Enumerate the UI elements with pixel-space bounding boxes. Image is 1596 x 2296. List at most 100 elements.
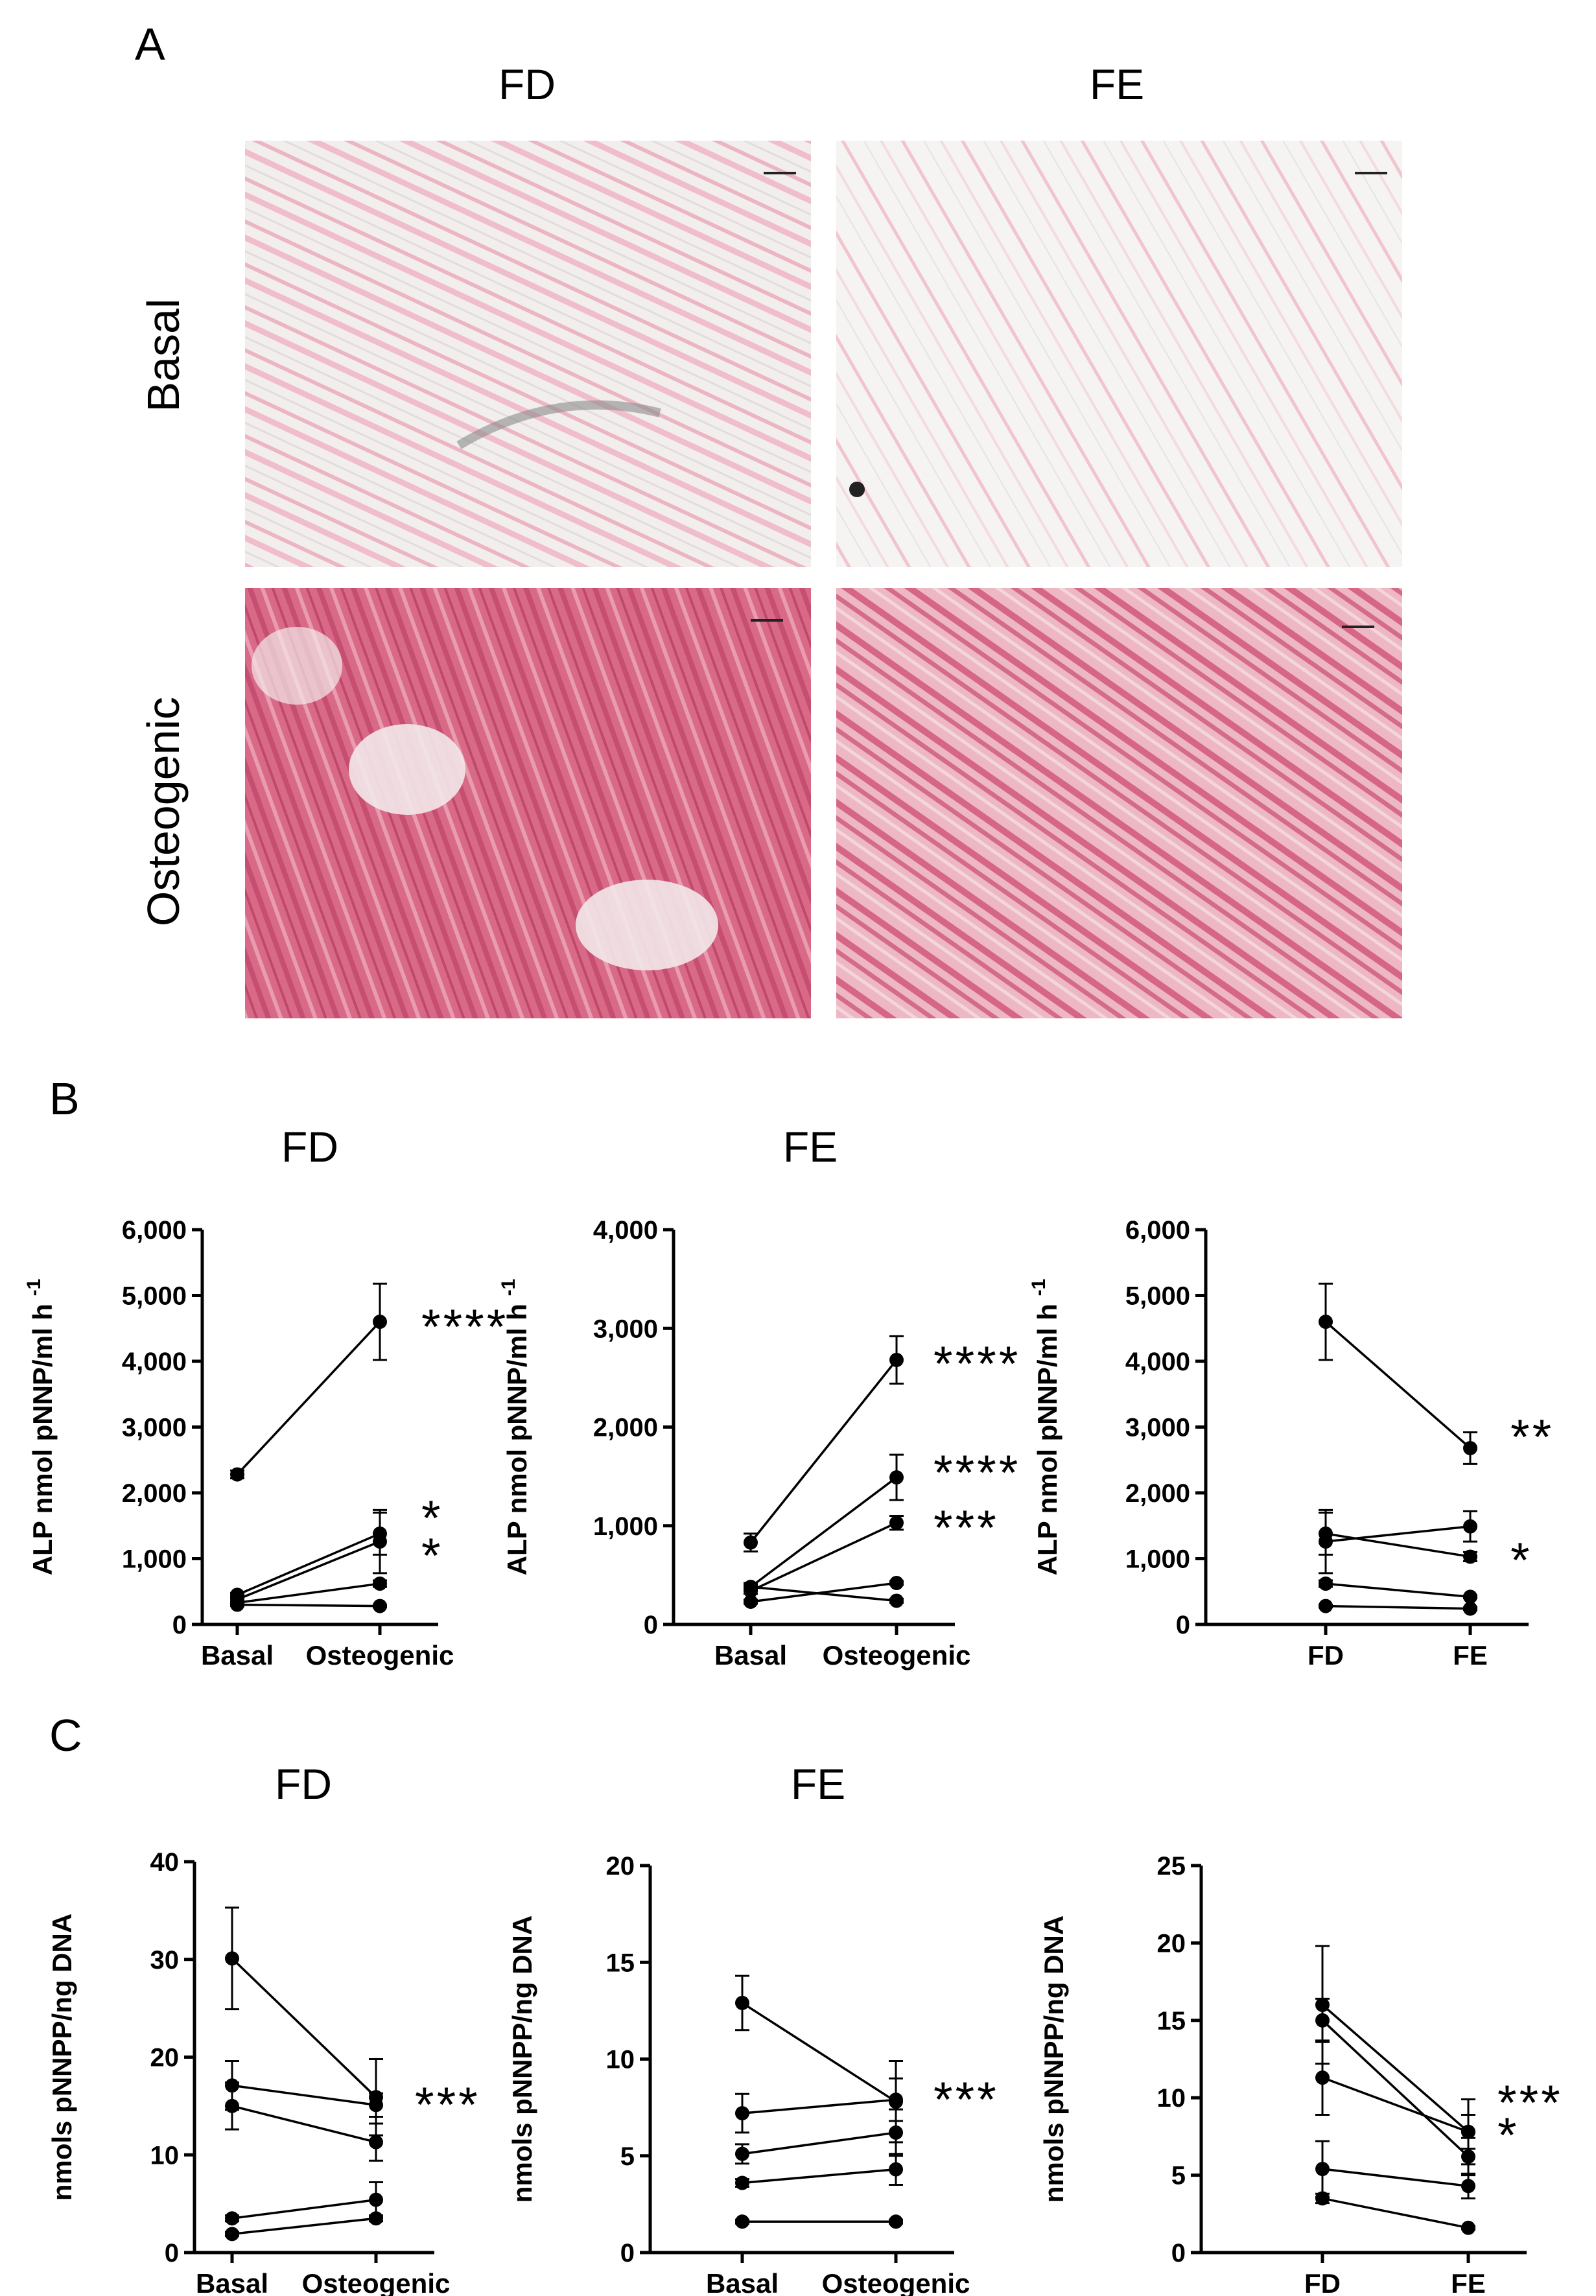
b2-y-label: ALP nmol pNNP/ml h -1 — [498, 1279, 532, 1576]
b1-significance: * — [421, 1529, 443, 1584]
b3-data-point — [1463, 1519, 1477, 1534]
c3-data-point — [1315, 2013, 1330, 2028]
c1-y-tick-label: 10 — [150, 2141, 180, 2170]
b3-data-point — [1319, 1315, 1333, 1330]
b3-y-tick-label: 2,000 — [1125, 1479, 1190, 1508]
c2-data-point — [889, 2214, 903, 2229]
b2-series-line — [749, 1476, 898, 1588]
b3-x-tick-label: FD — [1308, 1640, 1344, 1670]
c3-y-tick-label: 15 — [1157, 2007, 1186, 2035]
c3-significance: * — [1497, 2108, 1520, 2163]
b1-series-line — [236, 1320, 381, 1475]
c3-y-tick-label: 10 — [1157, 2084, 1186, 2113]
b3-y-tick-label: 0 — [1176, 1611, 1190, 1639]
b2-data-point — [889, 1576, 904, 1591]
b2-y-tick-label: 0 — [644, 1611, 658, 1639]
b1-series-line — [237, 1532, 381, 1596]
c1-series-line — [231, 2217, 377, 2236]
b1-y-tick-label: 5,000 — [122, 1282, 187, 1311]
c2-y-tick-label: 0 — [620, 2239, 635, 2267]
c1-y-label: nmols pNNPP/ng DNA — [47, 1914, 77, 2201]
b2-y-tick-label: 1,000 — [593, 1512, 658, 1541]
b1-title: FD — [281, 1123, 338, 1171]
b1-y-tick-label: 1,000 — [122, 1545, 187, 1574]
b2-data-point — [744, 1535, 758, 1550]
c3-series-line — [1322, 2076, 1469, 2133]
panel-a-letter: A — [135, 19, 165, 69]
b1-y-label: ALP nmol pNNP/ml h -1 — [23, 1279, 58, 1576]
b3-significance: ** — [1510, 1410, 1554, 1465]
c3-x-tick-label: FE — [1451, 2268, 1486, 2296]
b3-data-point — [1463, 1601, 1477, 1616]
b3-y-tick-label: 1,000 — [1125, 1545, 1190, 1574]
c3-data-point — [1315, 2191, 1330, 2206]
b1-series-line — [237, 1540, 381, 1601]
c3-y-tick-label: 5 — [1171, 2162, 1186, 2190]
c3-data-point — [1461, 2220, 1475, 2235]
c1-title: FD — [275, 1760, 332, 1808]
c3-series-line — [1322, 2197, 1469, 2229]
c3-data-point — [1461, 2149, 1475, 2164]
b1-data-point — [230, 1597, 244, 1612]
c3-y-tick-label: 20 — [1157, 1929, 1186, 1958]
c2-series-line — [742, 2002, 897, 2103]
b3-series-line — [1324, 1320, 1472, 1449]
b2-data-point — [889, 1470, 904, 1485]
micrograph-osteogenic-fd — [245, 588, 811, 1018]
c3-significance: *** — [1497, 2076, 1563, 2131]
b2-y-tick-label: 4,000 — [593, 1216, 658, 1245]
c2-significance: *** — [933, 2072, 999, 2127]
c1-y-tick-label: 0 — [165, 2239, 179, 2267]
b3-data-point — [1463, 1549, 1477, 1564]
c1-series-line — [231, 2198, 377, 2220]
c3-data-point — [1315, 2162, 1330, 2177]
c1-x-tick-label: Basal — [196, 2268, 268, 2296]
c1-data-point — [225, 2227, 239, 2242]
b1-data-point — [373, 1576, 387, 1591]
b1-data-point — [373, 1534, 387, 1549]
b1-series-line — [237, 1582, 381, 1604]
b1-x-tick-label: Osteogenic — [306, 1640, 454, 1670]
b3-significance: * — [1510, 1533, 1532, 1588]
c1-y-tick-label: 20 — [150, 2044, 180, 2072]
b3-y-tick-label: 6,000 — [1125, 1216, 1190, 1245]
b3-series-line — [1325, 1532, 1471, 1558]
c1-data-point — [225, 1951, 239, 1966]
c1-y-tick-label: 40 — [150, 1848, 180, 1877]
b1-data-point — [373, 1315, 387, 1330]
b3-data-point — [1319, 1576, 1333, 1591]
b3-data-point — [1319, 1599, 1333, 1613]
b3-data-point — [1463, 1440, 1477, 1455]
c2-x-tick-label: Osteogenic — [822, 2268, 970, 2296]
b2-series-line — [749, 1359, 898, 1543]
b2-data-point — [889, 1593, 904, 1608]
micrograph-basal-fd — [245, 141, 811, 567]
c2-x-tick-label: Basal — [706, 2268, 779, 2296]
b3-series-line — [1325, 1525, 1471, 1543]
c3-y-label: nmols pNNPP/ng DNA — [1039, 1915, 1069, 2203]
b2-x-tick-label: Basal — [714, 1640, 787, 1670]
b3-data-point — [1319, 1534, 1333, 1549]
c2-data-point — [735, 2106, 749, 2121]
c3-series-line — [1322, 2168, 1469, 2188]
c2-y-tick-label: 5 — [620, 2142, 635, 2171]
b2-x-tick-label: Osteogenic — [823, 1640, 971, 1670]
b3-series-line — [1325, 1582, 1471, 1599]
panel-b-letter: B — [49, 1073, 80, 1124]
c1-x-tick-label: Osteogenic — [302, 2268, 451, 2296]
b1-data-point — [230, 1467, 244, 1482]
c1-data-point — [369, 2192, 383, 2207]
c3-x-tick-label: FD — [1304, 2268, 1341, 2296]
b1-y-tick-label: 6,000 — [122, 1216, 187, 1245]
b2-series-line — [750, 1521, 897, 1592]
c3-series-line — [1321, 2004, 1470, 2133]
b2-y-tick-label: 2,000 — [593, 1414, 658, 1442]
b1-y-tick-label: 3,000 — [122, 1414, 187, 1442]
b3-series-line — [1325, 1604, 1471, 1610]
c2-data-point — [735, 2175, 749, 2190]
b1-significance: * — [421, 1491, 443, 1546]
c1-data-point — [369, 2098, 383, 2113]
b2-data-point — [889, 1352, 904, 1367]
b1-data-point — [373, 1599, 387, 1613]
